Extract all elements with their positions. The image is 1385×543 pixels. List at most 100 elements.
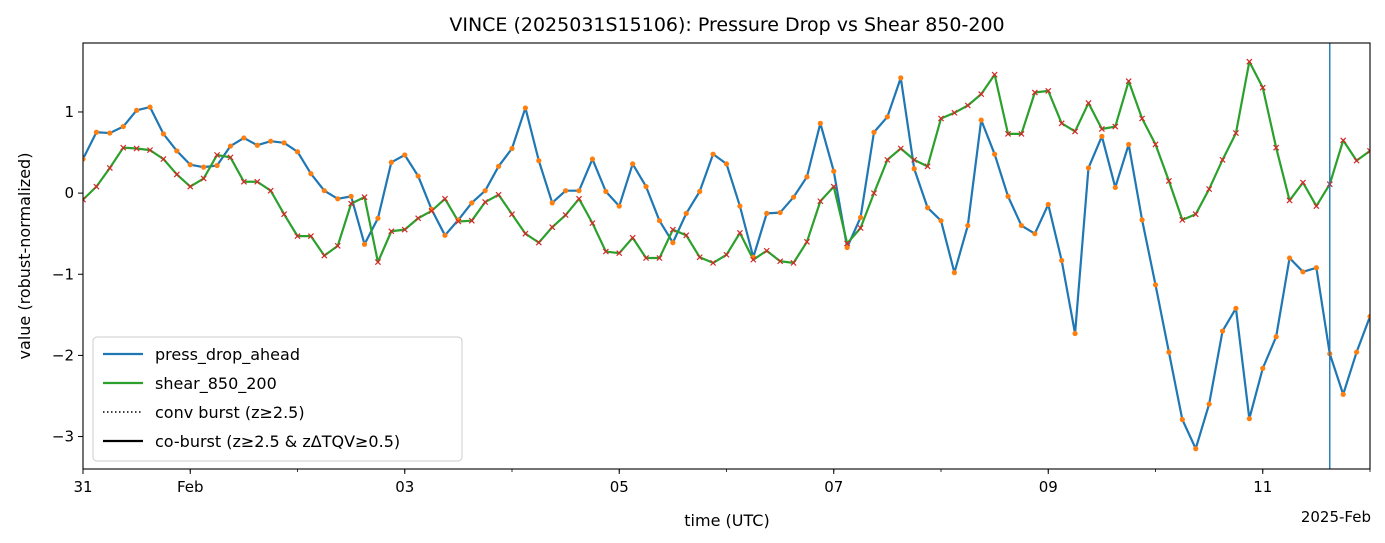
data-point-shear_850_200 <box>120 144 127 151</box>
data-point-press_drop_ahead <box>764 210 770 216</box>
data-point-press_drop_ahead <box>241 135 247 141</box>
data-point-press_drop_ahead <box>1206 401 1212 407</box>
data-point-shear_850_200 <box>294 233 301 240</box>
data-point-shear_850_200 <box>1219 156 1226 163</box>
data-point-press_drop_ahead <box>817 120 823 126</box>
data-point-shear_850_200 <box>133 145 140 152</box>
data-point-press_drop_ahead <box>670 240 676 246</box>
data-point-shear_850_200 <box>616 250 623 257</box>
data-point-shear_850_200 <box>1353 157 1360 164</box>
data-point-shear_850_200 <box>683 232 690 239</box>
data-point-press_drop_ahead <box>1032 231 1038 237</box>
data-point-shear_850_200 <box>214 151 221 159</box>
data-point-shear_850_200 <box>106 164 113 171</box>
data-point-press_drop_ahead <box>495 163 502 169</box>
data-point-shear_850_200 <box>1273 144 1280 151</box>
data-point-shear_850_200 <box>254 178 261 185</box>
data-point-press_drop_ahead <box>1126 141 1132 148</box>
data-point-shear_850_200 <box>924 163 931 170</box>
data-point-press_drop_ahead <box>134 107 140 113</box>
data-point-shear_850_200 <box>482 199 489 206</box>
data-point-shear_850_200 <box>857 224 864 232</box>
data-point-shear_850_200 <box>441 195 448 202</box>
data-point-shear_850_200 <box>535 239 542 246</box>
data-point-shear_850_200 <box>991 71 998 78</box>
data-point-shear_850_200 <box>696 254 703 261</box>
data-point-shear_850_200 <box>281 211 288 218</box>
data-point-press_drop_ahead <box>1246 416 1252 422</box>
data-point-press_drop_ahead <box>93 129 100 135</box>
data-point-shear_850_200 <box>1085 100 1092 107</box>
data-point-press_drop_ahead <box>710 151 716 157</box>
data-point-press_drop_ahead <box>160 131 167 137</box>
data-point-shear_850_200 <box>522 230 529 237</box>
legend-box <box>92 336 463 462</box>
data-point-shear_850_200 <box>1259 84 1266 91</box>
data-point-press_drop_ahead <box>1260 365 1266 371</box>
x-tick-label: Feb <box>177 478 204 496</box>
data-point-shear_850_200 <box>374 259 381 266</box>
data-point-press_drop_ahead <box>656 218 663 224</box>
data-point-press_drop_ahead <box>938 218 944 224</box>
data-point-shear_850_200 <box>93 183 100 190</box>
data-point-press_drop_ahead <box>965 222 971 229</box>
data-point-press_drop_ahead <box>442 232 448 238</box>
data-point-press_drop_ahead <box>348 193 354 199</box>
data-point-press_drop_ahead <box>723 161 730 167</box>
data-point-shear_850_200 <box>562 211 569 219</box>
data-point-press_drop_ahead <box>844 244 850 251</box>
data-point-press_drop_ahead <box>1193 446 1199 452</box>
data-point-press_drop_ahead <box>281 140 287 146</box>
data-point-shear_850_200 <box>549 224 556 231</box>
data-point-shear_850_200 <box>1072 128 1079 135</box>
legend-label: conv burst (z≥2.5) <box>155 403 305 422</box>
data-point-shear_850_200 <box>1313 203 1320 210</box>
data-point-shear_850_200 <box>1125 78 1132 85</box>
data-point-shear_850_200 <box>830 183 837 190</box>
data-point-press_drop_ahead <box>455 217 461 223</box>
data-point-shear_850_200 <box>83 196 87 203</box>
data-point-press_drop_ahead <box>1045 201 1051 208</box>
data-point-shear_850_200 <box>307 233 314 240</box>
data-point-press_drop_ahead <box>1340 391 1346 397</box>
data-point-shear_850_200 <box>348 200 355 207</box>
data-point-press_drop_ahead <box>428 206 435 212</box>
data-point-shear_850_200 <box>576 195 583 202</box>
data-point-press_drop_ahead <box>1059 257 1065 264</box>
data-point-press_drop_ahead <box>563 188 569 194</box>
data-point-shear_850_200 <box>267 187 274 194</box>
data-point-press_drop_ahead <box>254 142 260 148</box>
data-point-shear_850_200 <box>656 255 663 262</box>
data-point-shear_850_200 <box>870 190 877 197</box>
data-point-press_drop_ahead <box>884 114 890 120</box>
data-point-press_drop_ahead <box>576 188 582 194</box>
data-point-shear_850_200 <box>777 258 784 265</box>
data-point-press_drop_ahead <box>1018 222 1025 229</box>
data-point-press_drop_ahead <box>536 158 542 164</box>
legend-label: co-burst (z≥2.5 & zΔTQV≥0.5) <box>155 432 400 451</box>
data-point-shear_850_200 <box>884 156 891 163</box>
data-point-shear_850_200 <box>1286 197 1293 204</box>
data-point-press_drop_ahead <box>616 203 622 209</box>
data-point-press_drop_ahead <box>402 152 408 158</box>
data-point-press_drop_ahead <box>978 117 984 123</box>
data-point-shear_850_200 <box>763 247 770 254</box>
data-point-press_drop_ahead <box>630 161 636 167</box>
data-point-shear_850_200 <box>415 215 422 222</box>
data-point-press_drop_ahead <box>120 123 126 130</box>
data-point-shear_850_200 <box>629 234 636 241</box>
chart-title: VINCE (2025031S15106): Pressure Drop vs … <box>449 14 1004 36</box>
data-point-shear_850_200 <box>736 229 743 236</box>
data-point-press_drop_ahead <box>361 241 368 247</box>
data-point-shear_850_200 <box>710 259 717 266</box>
data-point-press_drop_ahead <box>174 148 180 154</box>
legend-label: press_drop_ahead <box>155 345 300 365</box>
data-point-shear_850_200 <box>240 178 247 185</box>
data-point-press_drop_ahead <box>1367 313 1370 320</box>
data-point-press_drop_ahead <box>777 209 783 216</box>
data-point-shear_850_200 <box>817 198 824 205</box>
data-point-shear_850_200 <box>1045 87 1052 94</box>
data-point-shear_850_200 <box>1112 123 1119 130</box>
